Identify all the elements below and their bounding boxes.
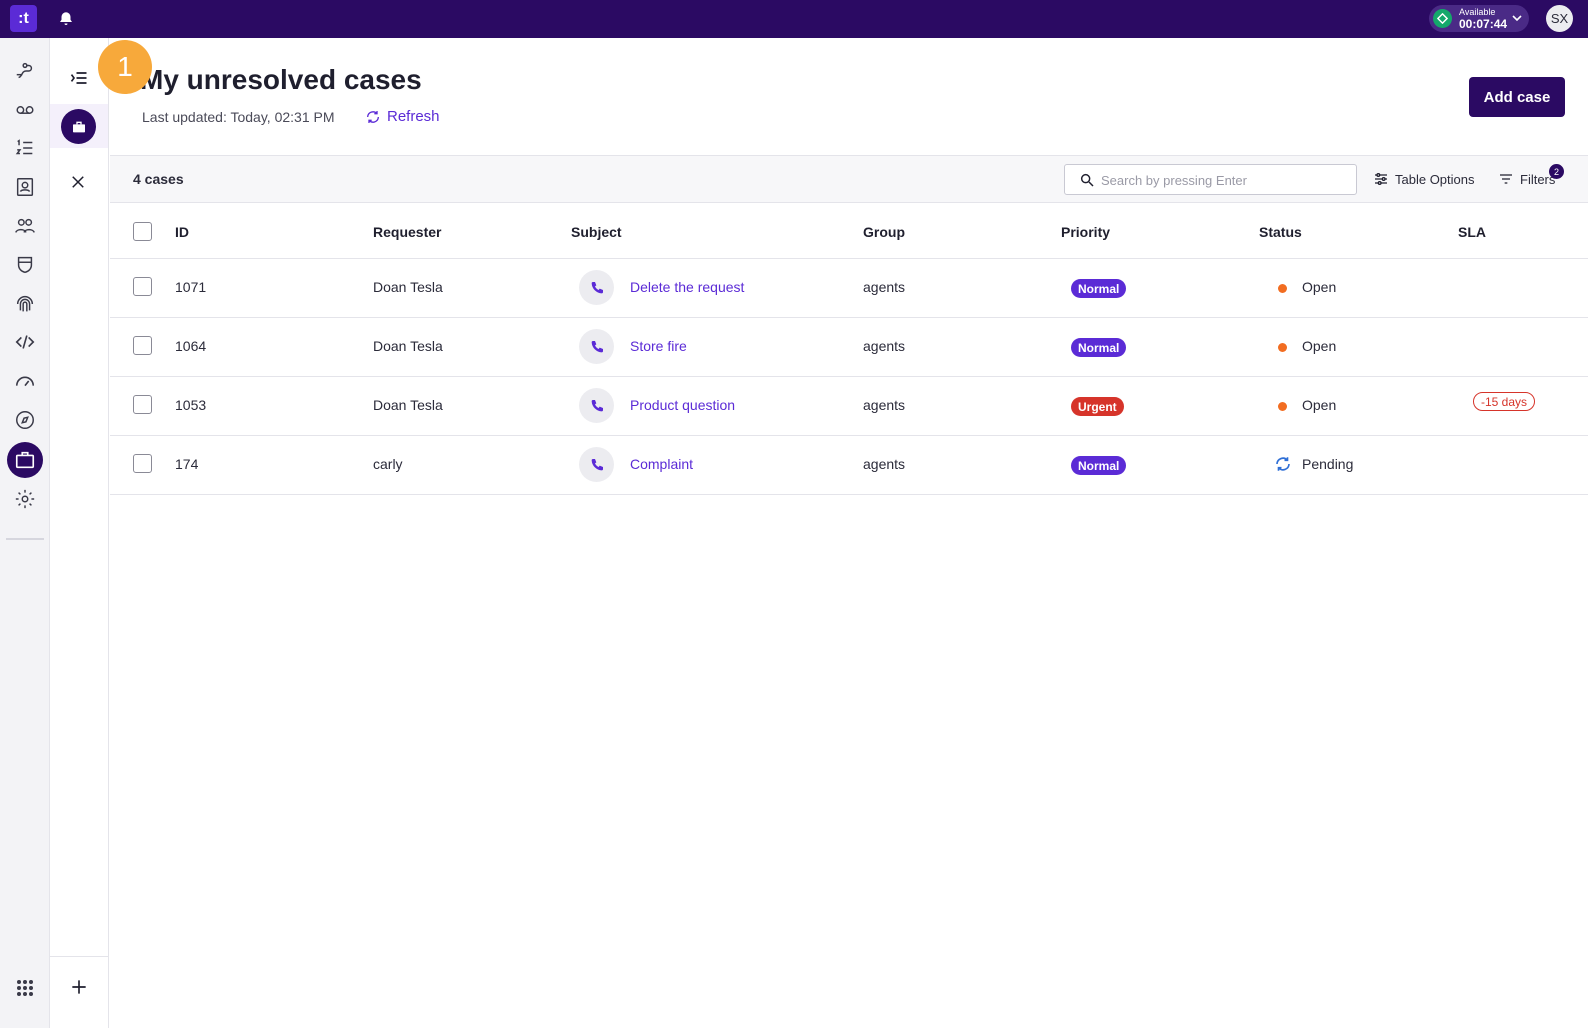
cases-count: 4 cases — [133, 171, 184, 187]
users-icon[interactable] — [7, 208, 43, 244]
contacts-book-icon[interactable] — [7, 169, 43, 205]
case-id: 1071 — [175, 279, 207, 295]
search-input[interactable] — [1101, 170, 1351, 190]
table-options-button[interactable]: Table Options — [1373, 171, 1475, 187]
grid-icon[interactable] — [7, 970, 43, 1006]
filter-icon — [1500, 174, 1512, 184]
availability-toggle[interactable]: Available 00:07:44 — [1429, 5, 1529, 32]
case-group: agents — [863, 338, 906, 354]
voicemail-icon[interactable] — [7, 92, 43, 128]
case-subject-link[interactable]: Delete the request — [630, 279, 745, 295]
case-subject-link[interactable]: Store fire — [630, 338, 687, 354]
requester-name: carly — [373, 456, 403, 472]
case-group: agents — [863, 279, 906, 295]
priority-badge: Urgent — [1071, 397, 1124, 416]
routing-icon[interactable] — [7, 53, 43, 89]
sliders-icon — [1375, 173, 1387, 185]
secondary-panel — [50, 38, 109, 1028]
pending-sync-icon — [1274, 455, 1292, 478]
left-rail — [0, 38, 50, 1028]
filters-button[interactable]: Filters — [1498, 171, 1555, 187]
case-group: agents — [863, 456, 906, 472]
chevron-down-icon — [1511, 11, 1523, 23]
briefcase-icon[interactable] — [7, 442, 43, 478]
phone-icon — [579, 388, 614, 423]
case-id: 1064 — [175, 338, 207, 354]
row-checkbox[interactable] — [133, 454, 152, 473]
phone-icon — [579, 270, 614, 305]
case-status: Open — [1302, 397, 1337, 413]
fingerprint-icon[interactable] — [7, 286, 43, 322]
table-row[interactable]: 1064 Doan Tesla Store fire agents Normal… — [110, 318, 1588, 377]
priority-badge: Normal — [1071, 456, 1127, 475]
case-status: Pending — [1302, 456, 1354, 472]
case-status: Open — [1302, 338, 1337, 354]
last-updated-text: Last updated: Today, 02:31 PM — [142, 109, 335, 125]
case-id: 1053 — [175, 397, 207, 413]
close-icon[interactable] — [69, 173, 87, 196]
priority-badge: Normal — [1071, 279, 1127, 298]
step-marker: 1 — [98, 40, 152, 94]
table-row[interactable]: 1071 Doan Tesla Delete the request agent… — [110, 259, 1588, 318]
phone-icon — [579, 447, 614, 482]
shield-icon[interactable] — [7, 247, 43, 283]
search-icon — [1079, 172, 1095, 188]
status-open-dot — [1278, 343, 1287, 352]
row-checkbox[interactable] — [133, 277, 152, 296]
column-header-requester[interactable]: Requester — [373, 224, 442, 240]
collapse-menu-icon[interactable] — [69, 68, 89, 93]
page-title: My unresolved cases — [140, 64, 422, 95]
panel-divider — [50, 956, 108, 957]
priority-badge: Normal — [1071, 338, 1127, 357]
phone-icon — [579, 329, 614, 364]
rail-divider — [6, 538, 44, 540]
top-bar: :t Available 00:07:44 SX — [0, 0, 1588, 38]
case-group: agents — [863, 397, 906, 413]
case-subject-link[interactable]: Complaint — [630, 456, 694, 472]
status-open-dot — [1278, 402, 1287, 411]
app-logo[interactable]: :t — [10, 5, 37, 32]
status-open-dot — [1278, 284, 1287, 293]
column-header-status[interactable]: Status — [1259, 224, 1302, 240]
column-header-id[interactable]: ID — [175, 224, 189, 240]
list-numbered-icon[interactable] — [7, 130, 43, 166]
select-all-checkbox[interactable] — [133, 222, 152, 241]
table-toolbar: 4 cases Table Options Filters 2 — [110, 155, 1588, 203]
availability-timer: 00:07:44 — [1459, 17, 1508, 31]
row-checkbox[interactable] — [133, 336, 152, 355]
cases-tab-icon[interactable] — [61, 109, 96, 144]
column-header-sla[interactable]: SLA — [1458, 224, 1486, 240]
requester-name: Doan Tesla — [373, 397, 443, 413]
row-checkbox[interactable] — [133, 395, 152, 414]
user-avatar[interactable]: SX — [1546, 5, 1573, 32]
refresh-icon — [367, 110, 379, 123]
refresh-label: Refresh — [387, 108, 440, 125]
plus-icon[interactable] — [69, 977, 89, 1002]
filters-label: Filters — [1520, 171, 1556, 187]
case-subject-link[interactable]: Product question — [630, 397, 736, 413]
requester-name: Doan Tesla — [373, 279, 443, 295]
sla-overdue-badge: -15 days — [1473, 392, 1536, 411]
speedometer-icon[interactable] — [7, 363, 43, 399]
bell-icon[interactable] — [57, 10, 75, 28]
table-header: ID Requester Subject Group Priority Stat… — [110, 203, 1588, 259]
table-row[interactable]: 1053 Doan Tesla Product question agents … — [110, 377, 1588, 436]
requester-name: Doan Tesla — [373, 338, 443, 354]
availability-label: Available — [1459, 7, 1496, 17]
search-box[interactable] — [1064, 164, 1357, 195]
refresh-button[interactable]: Refresh — [365, 108, 440, 125]
column-header-priority[interactable]: Priority — [1061, 224, 1111, 240]
table-row[interactable]: 174 carly Complaint agents Normal Pendin… — [110, 436, 1588, 495]
table-options-label: Table Options — [1395, 171, 1475, 187]
column-header-group[interactable]: Group — [863, 224, 905, 240]
column-header-subject[interactable]: Subject — [571, 224, 622, 240]
code-icon[interactable] — [7, 324, 43, 360]
case-status: Open — [1302, 279, 1337, 295]
filters-count-badge: 2 — [1549, 164, 1564, 179]
gear-icon[interactable] — [7, 481, 43, 517]
availability-diamond-icon — [1433, 9, 1452, 28]
add-case-button[interactable]: Add case — [1469, 77, 1565, 117]
compass-icon[interactable] — [7, 402, 43, 438]
case-id: 174 — [175, 456, 199, 472]
